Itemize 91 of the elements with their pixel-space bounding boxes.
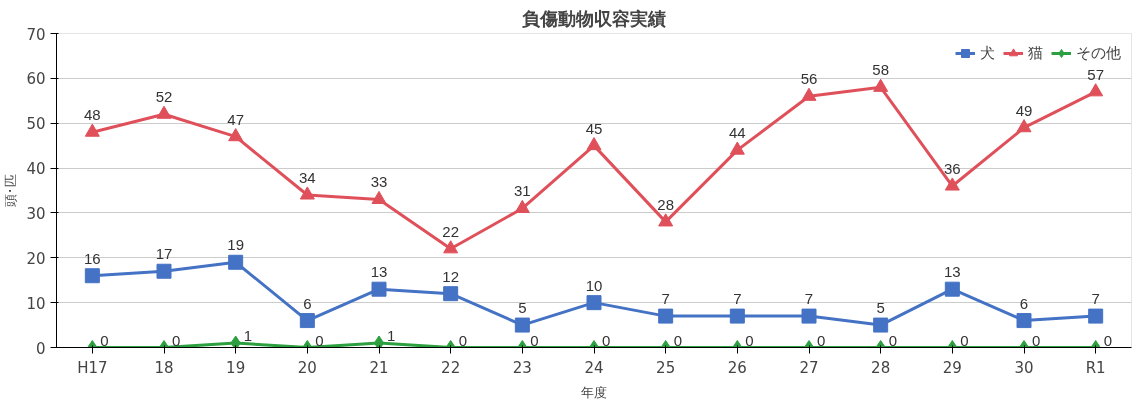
data-label: 52 (155, 88, 173, 106)
point (84, 123, 100, 137)
y-tick-label: 20 (26, 249, 46, 268)
data-label: 58 (872, 61, 890, 79)
data-label: 0 (315, 331, 324, 349)
data-label: 7 (661, 290, 670, 308)
x-tick-label: 21 (369, 358, 389, 377)
point (156, 105, 172, 119)
point (729, 141, 745, 155)
data-label: 36 (943, 160, 961, 178)
x-tick-label: R1 (1085, 358, 1106, 377)
data-label: 45 (585, 119, 603, 137)
data-label: 12 (442, 267, 460, 285)
data-label: 0 (673, 331, 683, 349)
point (230, 335, 241, 348)
point (1016, 119, 1032, 133)
x-tick-label: H17 (77, 358, 108, 377)
data-label: 22 (442, 222, 460, 240)
data-label: 1 (387, 327, 396, 345)
data-label: 0 (817, 331, 826, 349)
chart-title: 負傷動物収容実績 (522, 7, 666, 29)
legend-label: 猫 (1028, 43, 1044, 63)
data-label: 17 (155, 245, 173, 263)
data-label: 10 (585, 276, 603, 294)
y-tick-label: 10 (26, 294, 46, 313)
data-label: 16 (83, 249, 101, 267)
data-label: 13 (943, 263, 961, 281)
y-tick-label: 40 (26, 160, 46, 179)
data-label: 7 (733, 290, 742, 308)
x-tick-label: 29 (942, 358, 962, 377)
data-label: 0 (602, 331, 611, 349)
x-tick-label: 28 (871, 358, 891, 377)
data-label: 5 (876, 299, 885, 317)
data-label: 7 (1091, 290, 1100, 308)
point (873, 78, 889, 92)
data-label: 0 (458, 331, 468, 349)
data-label: 47 (227, 110, 245, 128)
x-tick-label: 25 (656, 358, 676, 377)
data-label: 34 (298, 168, 316, 186)
data-label: 33 (370, 173, 388, 191)
y-tick-label: 50 (26, 115, 46, 134)
data-label: 19 (227, 236, 245, 254)
data-label: 49 (1015, 101, 1033, 119)
point (443, 240, 459, 254)
y-tick-label: 70 (26, 25, 46, 44)
data-label: 0 (960, 331, 969, 349)
point (586, 137, 602, 151)
point (371, 190, 387, 205)
y-tick-label: 60 (26, 70, 46, 89)
data-label: 0 (1032, 331, 1041, 349)
data-label: 5 (518, 299, 527, 317)
x-tick-label: 22 (441, 358, 461, 377)
data-label: 48 (83, 106, 101, 124)
data-label: 56 (800, 70, 818, 88)
y-tick-label: 30 (26, 204, 46, 223)
data-label: 0 (888, 331, 898, 349)
x-tick-label: 24 (584, 358, 604, 377)
point (373, 335, 385, 348)
data-label: 13 (370, 263, 388, 281)
x-tick-label: 18 (154, 358, 174, 377)
point (1088, 83, 1104, 97)
data-label: 0 (100, 331, 109, 349)
x-axis-title: 年度 (581, 384, 607, 400)
data-label: 44 (728, 124, 746, 142)
data-label: 0 (745, 331, 754, 349)
point (801, 87, 817, 101)
data-label: 31 (513, 182, 531, 200)
x-tick-label: 20 (297, 358, 317, 377)
x-tick-label: 23 (512, 358, 532, 377)
legend-label: その他 (1076, 43, 1121, 63)
point (658, 213, 674, 227)
y-axis-title: 頭･匹 (3, 174, 19, 207)
data-label: 0 (172, 331, 181, 349)
data-label: 57 (1087, 65, 1105, 83)
point (299, 186, 315, 200)
data-label: 0 (1103, 331, 1113, 349)
data-label: 28 (657, 195, 675, 213)
data-label: 7 (804, 290, 814, 308)
data-label: 6 (303, 294, 312, 312)
data-label: 0 (530, 331, 539, 349)
data-label: 6 (1019, 294, 1029, 312)
x-tick-label: 26 (727, 358, 747, 377)
y-tick-label: 0 (35, 339, 46, 358)
point (228, 128, 244, 142)
point (944, 177, 960, 191)
x-tick-label: 19 (226, 358, 246, 377)
x-tick-label: 30 (1014, 358, 1034, 377)
point (514, 199, 530, 213)
data-label: 1 (243, 327, 253, 345)
legend-label: 犬 (980, 43, 996, 63)
x-tick-label: 27 (799, 358, 819, 377)
